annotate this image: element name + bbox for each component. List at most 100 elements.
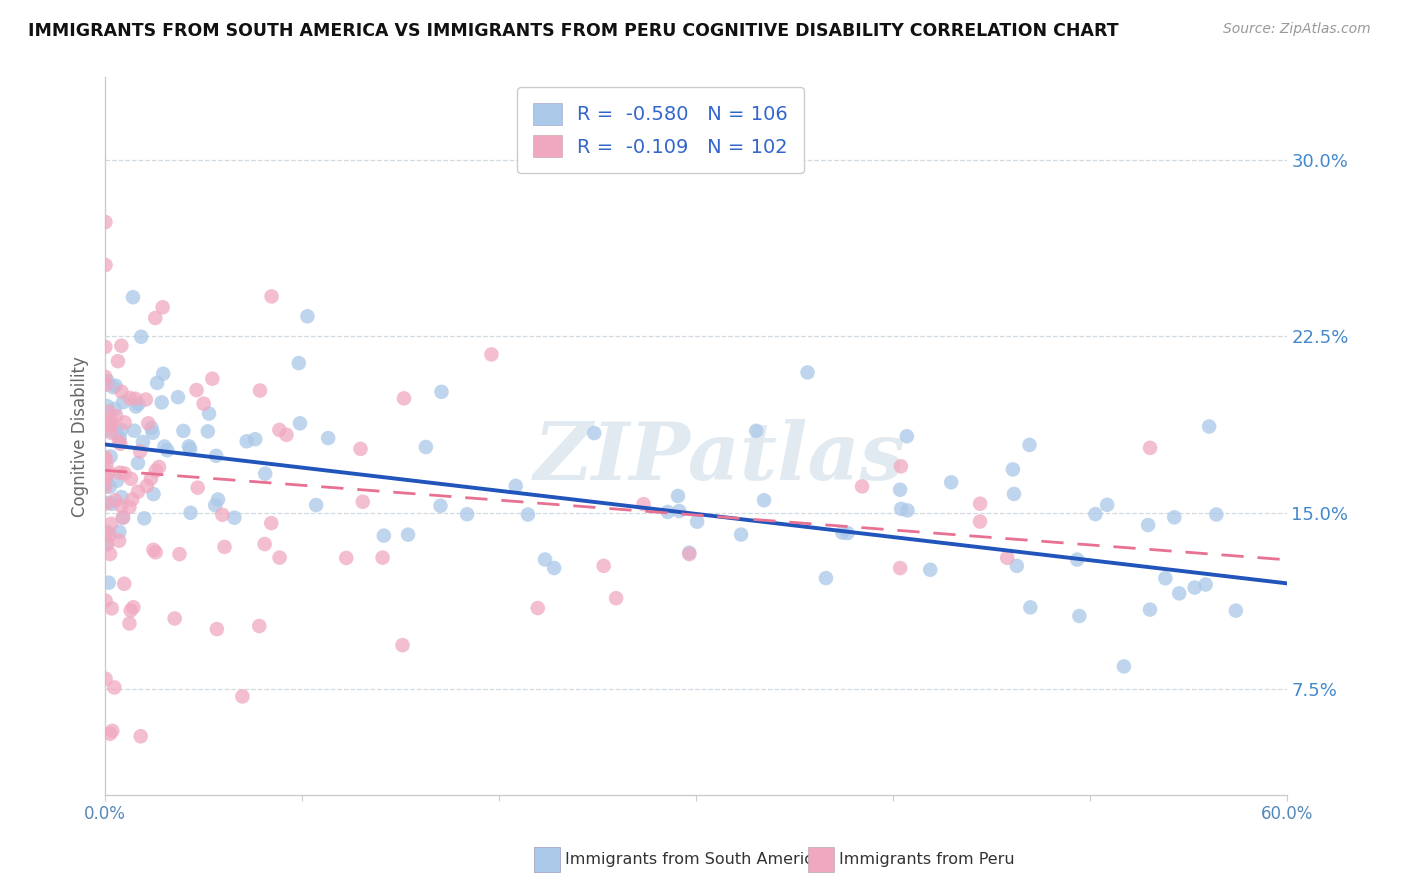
Point [352, 495, 374, 509]
Point [371, 550, 394, 565]
Point [118, 391, 141, 405]
Point [169, 547, 191, 561]
Point [172, 424, 194, 438]
Point [335, 550, 357, 565]
Point [163, 611, 186, 625]
Point [135, 479, 157, 493]
Point [686, 515, 709, 529]
Point [678, 547, 700, 561]
Point [110, 384, 132, 399]
Point [108, 524, 131, 539]
Point [526, 601, 548, 615]
Point [105, 409, 128, 423]
Point [1225, 604, 1247, 618]
Point [481, 347, 503, 361]
Point [96, 374, 118, 388]
Point [796, 366, 818, 380]
Point [666, 489, 689, 503]
Point [941, 475, 963, 490]
Point [243, 432, 266, 446]
Point [396, 527, 419, 541]
Point [98, 727, 121, 741]
Point [889, 561, 911, 575]
Point [94, 451, 117, 466]
Point [678, 546, 700, 560]
Point [1018, 438, 1040, 452]
Point [429, 499, 451, 513]
Point [373, 528, 395, 542]
Point [101, 380, 124, 394]
Point [100, 601, 122, 615]
Point [127, 397, 149, 411]
Point [134, 511, 156, 525]
Point [235, 434, 257, 449]
Point [100, 425, 122, 440]
Point [142, 487, 165, 501]
Point [249, 384, 271, 398]
Point [135, 392, 157, 407]
Point [94, 469, 117, 483]
Point [100, 516, 122, 531]
Point [110, 436, 132, 450]
Point [94, 215, 117, 229]
Point [96, 377, 118, 392]
Point [1163, 510, 1185, 524]
Y-axis label: Cognitive Disability: Cognitive Disability [72, 356, 89, 516]
Point [108, 431, 131, 445]
Point [247, 619, 270, 633]
Text: Immigrants from South America: Immigrants from South America [565, 853, 823, 867]
Point [94, 424, 117, 438]
Point [253, 537, 276, 551]
Point [167, 390, 190, 404]
Point [1139, 602, 1161, 616]
Point [94, 480, 117, 494]
Point [142, 542, 165, 557]
Point [122, 290, 145, 304]
Point [96, 537, 118, 551]
Point [150, 395, 173, 409]
Point [96, 399, 118, 413]
Point [1002, 487, 1025, 501]
Point [96, 525, 118, 540]
Point [1184, 581, 1206, 595]
Point [505, 479, 527, 493]
Point [269, 550, 291, 565]
Point [177, 439, 200, 453]
Point [1168, 586, 1191, 600]
Point [112, 395, 135, 409]
Point [430, 384, 453, 399]
Point [254, 467, 277, 481]
Point [108, 533, 131, 548]
Point [269, 423, 291, 437]
Point [896, 429, 918, 443]
Point [543, 561, 565, 575]
Point [1001, 462, 1024, 476]
Point [633, 497, 655, 511]
Point [143, 310, 166, 325]
Point [288, 417, 311, 431]
Text: Immigrants from Peru: Immigrants from Peru [839, 853, 1015, 867]
Point [205, 622, 228, 636]
Point [1137, 518, 1160, 533]
Point [837, 526, 859, 541]
Point [104, 493, 127, 508]
Point [104, 401, 127, 416]
Point [146, 376, 169, 390]
Point [124, 392, 146, 406]
Point [97, 575, 120, 590]
Point [97, 465, 120, 479]
Point [197, 425, 219, 439]
Point [391, 638, 413, 652]
Point [114, 416, 136, 430]
Point [534, 552, 557, 566]
Point [98, 528, 121, 542]
Point [456, 507, 478, 521]
Point [1084, 507, 1107, 521]
Point [995, 550, 1018, 565]
Point [108, 434, 131, 449]
Text: ZIPatlas: ZIPatlas [533, 419, 905, 497]
Point [118, 500, 141, 515]
Point [114, 467, 136, 481]
Point [148, 459, 170, 474]
Point [231, 690, 253, 704]
